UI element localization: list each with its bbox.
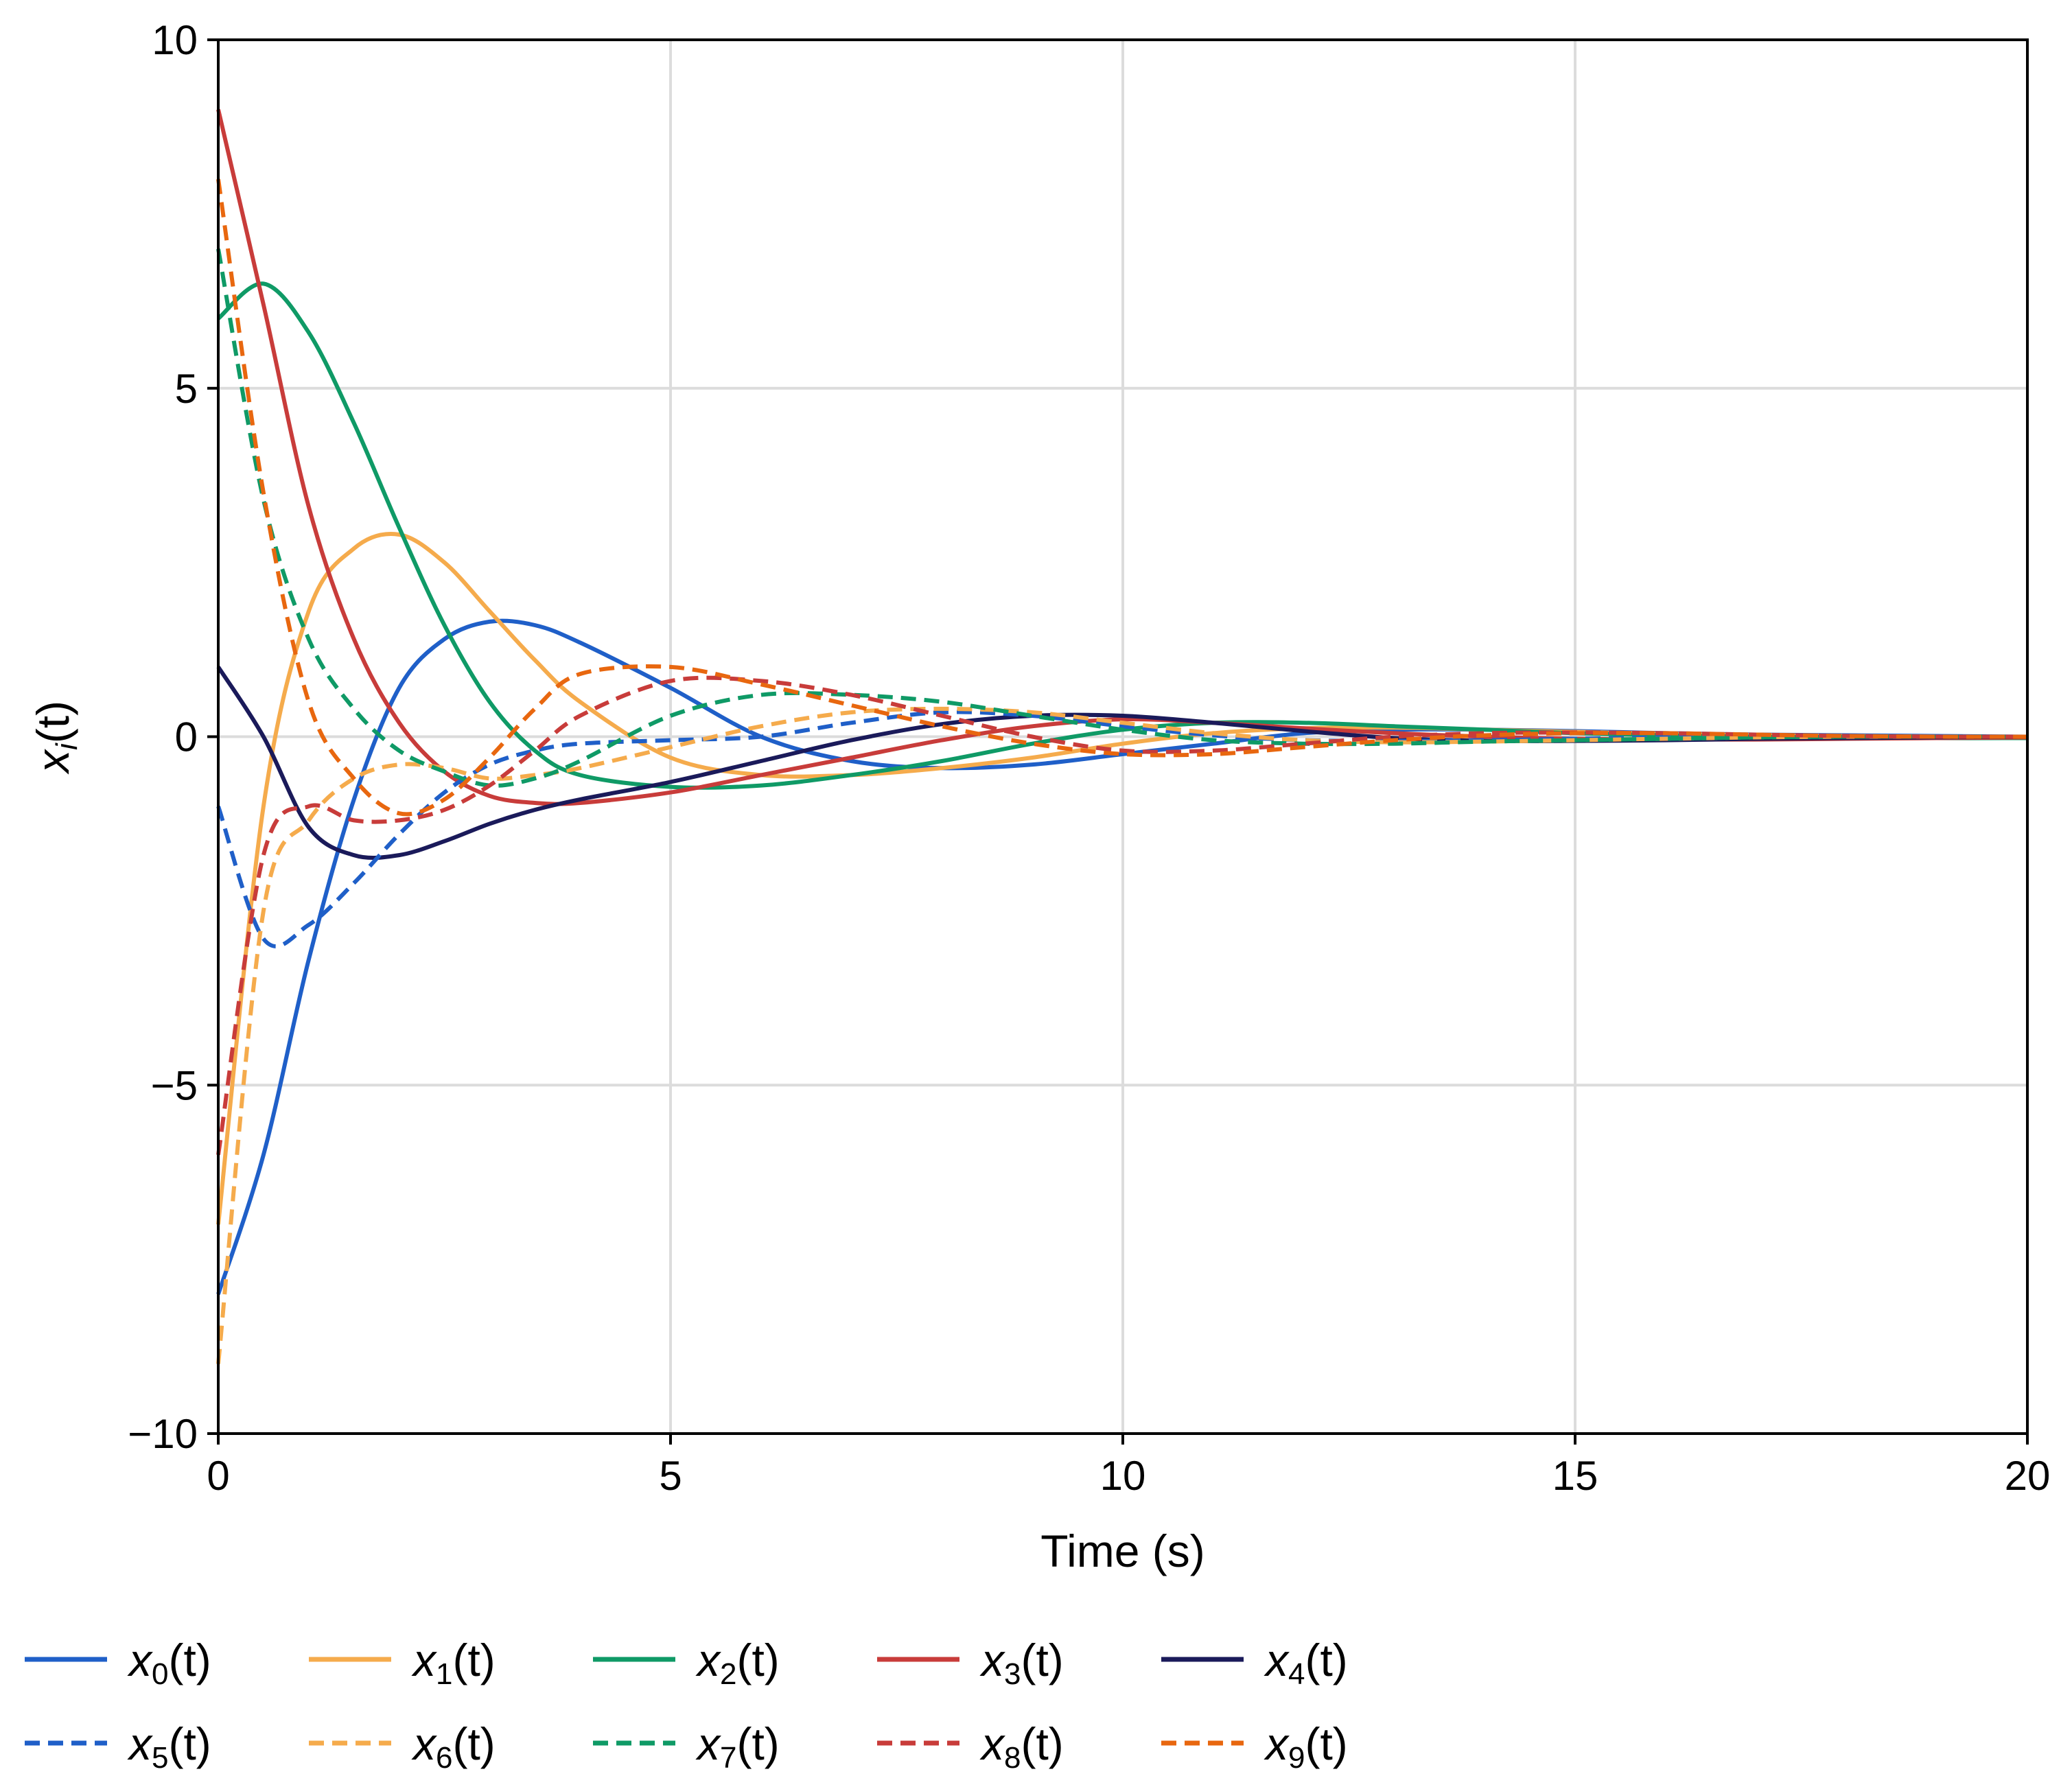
y-axis-label-main: x bbox=[27, 749, 78, 775]
series-line-x6 bbox=[216, 706, 2027, 1364]
legend-label-x4: x4(t) bbox=[1264, 1635, 1348, 1691]
y-tick-label: 10 bbox=[152, 17, 198, 63]
legend: x0(t) x1(t) x2(t) x3(t) x4(t) x5(t) x6(t) x7(t)… bbox=[25, 1635, 1348, 1775]
y-tick-label: 0 bbox=[175, 714, 198, 760]
x-tick-label: 10 bbox=[1100, 1453, 1146, 1499]
y-tick-label: 5 bbox=[175, 366, 198, 412]
legend-label-x0: x0(t) bbox=[127, 1635, 211, 1691]
legend-label-x1: x1(t) bbox=[411, 1635, 496, 1691]
y-axis-label-sub: i bbox=[50, 743, 84, 750]
series-line-x9 bbox=[216, 178, 2028, 817]
legend-label-x5: x5(t) bbox=[127, 1718, 211, 1775]
legend-label-x2: x2(t) bbox=[695, 1635, 780, 1691]
axis-ticks: 0 5 10 15 20 −10 −5 0 5 10 bbox=[128, 17, 2050, 1499]
y-axis-label: xi(t) bbox=[27, 701, 84, 775]
x-tick-label: 15 bbox=[1552, 1453, 1598, 1499]
y-tick-label: −10 bbox=[128, 1411, 198, 1457]
x-tick-label: 5 bbox=[659, 1453, 682, 1499]
legend-label-x6: x6(t) bbox=[411, 1718, 496, 1775]
series-lines bbox=[216, 108, 2028, 1364]
series-line-x7 bbox=[216, 248, 2027, 788]
x-tick-label: 0 bbox=[207, 1453, 229, 1499]
y-axis-label-tail: (t) bbox=[27, 701, 78, 743]
series-line-x5 bbox=[216, 710, 2027, 948]
legend-label-x8: x8(t) bbox=[979, 1718, 1064, 1775]
x-axis-label: Time (s) bbox=[1040, 1526, 1205, 1576]
x-tick-label: 20 bbox=[2005, 1453, 2051, 1499]
y-tick-label: −5 bbox=[151, 1062, 198, 1108]
legend-label-x7: x7(t) bbox=[695, 1718, 780, 1775]
legend-label-x9: x9(t) bbox=[1264, 1718, 1348, 1775]
legend-label-x3: x3(t) bbox=[979, 1635, 1064, 1691]
